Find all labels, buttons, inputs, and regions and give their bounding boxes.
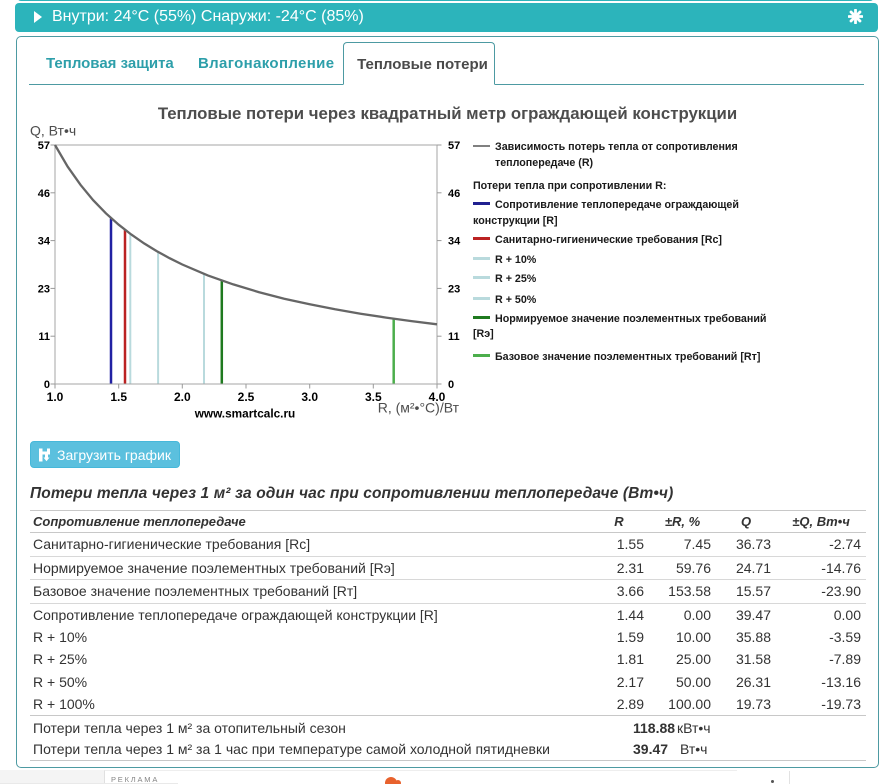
svg-text:2.5: 2.5 <box>238 390 255 404</box>
svg-text:R, (м²•°С)/Вт: R, (м²•°С)/Вт <box>378 400 460 416</box>
svg-text:57: 57 <box>38 140 50 152</box>
svg-text:0: 0 <box>448 379 454 391</box>
svg-text:46: 46 <box>448 188 460 200</box>
svg-text:1.0: 1.0 <box>47 390 64 404</box>
svg-text:3.0: 3.0 <box>301 390 318 404</box>
svg-text:57: 57 <box>448 140 460 152</box>
svg-text:23: 23 <box>38 283 50 295</box>
svg-text:11: 11 <box>448 331 460 343</box>
svg-text:3.5: 3.5 <box>365 390 382 404</box>
svg-text:1.5: 1.5 <box>110 390 127 404</box>
svg-text:34: 34 <box>448 236 461 248</box>
svg-text:46: 46 <box>38 188 50 200</box>
svg-text:Q, Вт•ч: Q, Вт•ч <box>30 123 76 139</box>
svg-text:2.0: 2.0 <box>174 390 191 404</box>
svg-text:www.smartcalc.ru: www.smartcalc.ru <box>194 407 296 421</box>
svg-text:34: 34 <box>38 236 51 248</box>
svg-text:0: 0 <box>44 379 50 391</box>
svg-text:4.0: 4.0 <box>429 390 446 404</box>
svg-text:23: 23 <box>448 283 460 295</box>
svg-text:11: 11 <box>38 331 50 343</box>
